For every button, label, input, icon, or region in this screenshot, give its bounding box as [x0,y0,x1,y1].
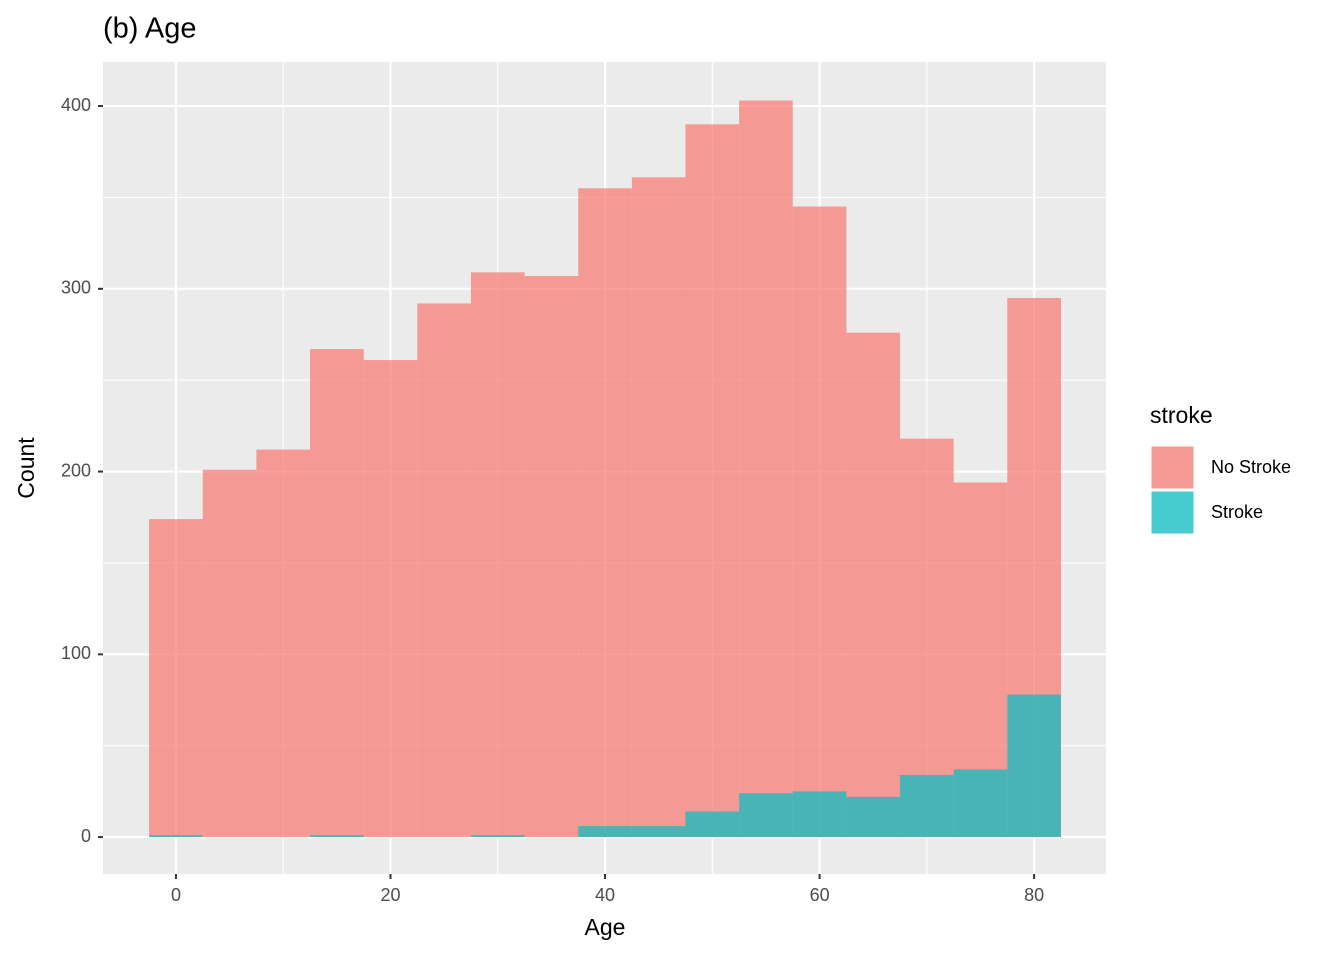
bar [256,449,311,838]
bar [417,303,471,838]
bar [900,774,954,838]
legend-title: stroke [1150,402,1213,428]
bar [470,835,525,838]
bar [900,438,954,838]
legend-label: No Stroke [1211,457,1291,477]
bar [578,826,632,838]
bar [953,769,1008,838]
bar [631,177,686,838]
x-tick-label: 0 [171,885,181,905]
x-tick-label: 80 [1024,885,1044,905]
y-axis-label: Count [13,437,39,499]
bar [631,826,686,838]
bar [685,811,740,838]
legend-key [1151,446,1194,489]
y-tick-label: 100 [61,643,91,663]
y-tick-label: 0 [81,826,91,846]
x-axis-label: Age [585,914,626,940]
bar [310,835,364,838]
x-tick-label: 20 [380,885,400,905]
y-tick-label: 200 [61,460,91,480]
bar [792,206,847,838]
chart-title: (b) Age [103,13,197,45]
bar [524,276,579,838]
bar [363,360,418,838]
bar [202,469,257,838]
bar [1007,694,1061,838]
bar [470,272,525,838]
legend-label: Stroke [1211,502,1263,522]
bar [792,791,847,838]
bar [846,796,901,838]
x-tick-label: 40 [595,885,615,905]
y-tick-label: 400 [61,95,91,115]
bar [739,100,793,838]
bar [739,793,793,838]
bar [149,519,203,838]
bar [149,835,203,838]
bar [310,349,364,838]
bar [846,332,901,838]
bar [578,188,632,838]
y-tick-label: 300 [61,278,91,298]
x-tick-label: 60 [810,885,830,905]
bar [685,124,740,838]
legend-key [1151,491,1194,534]
